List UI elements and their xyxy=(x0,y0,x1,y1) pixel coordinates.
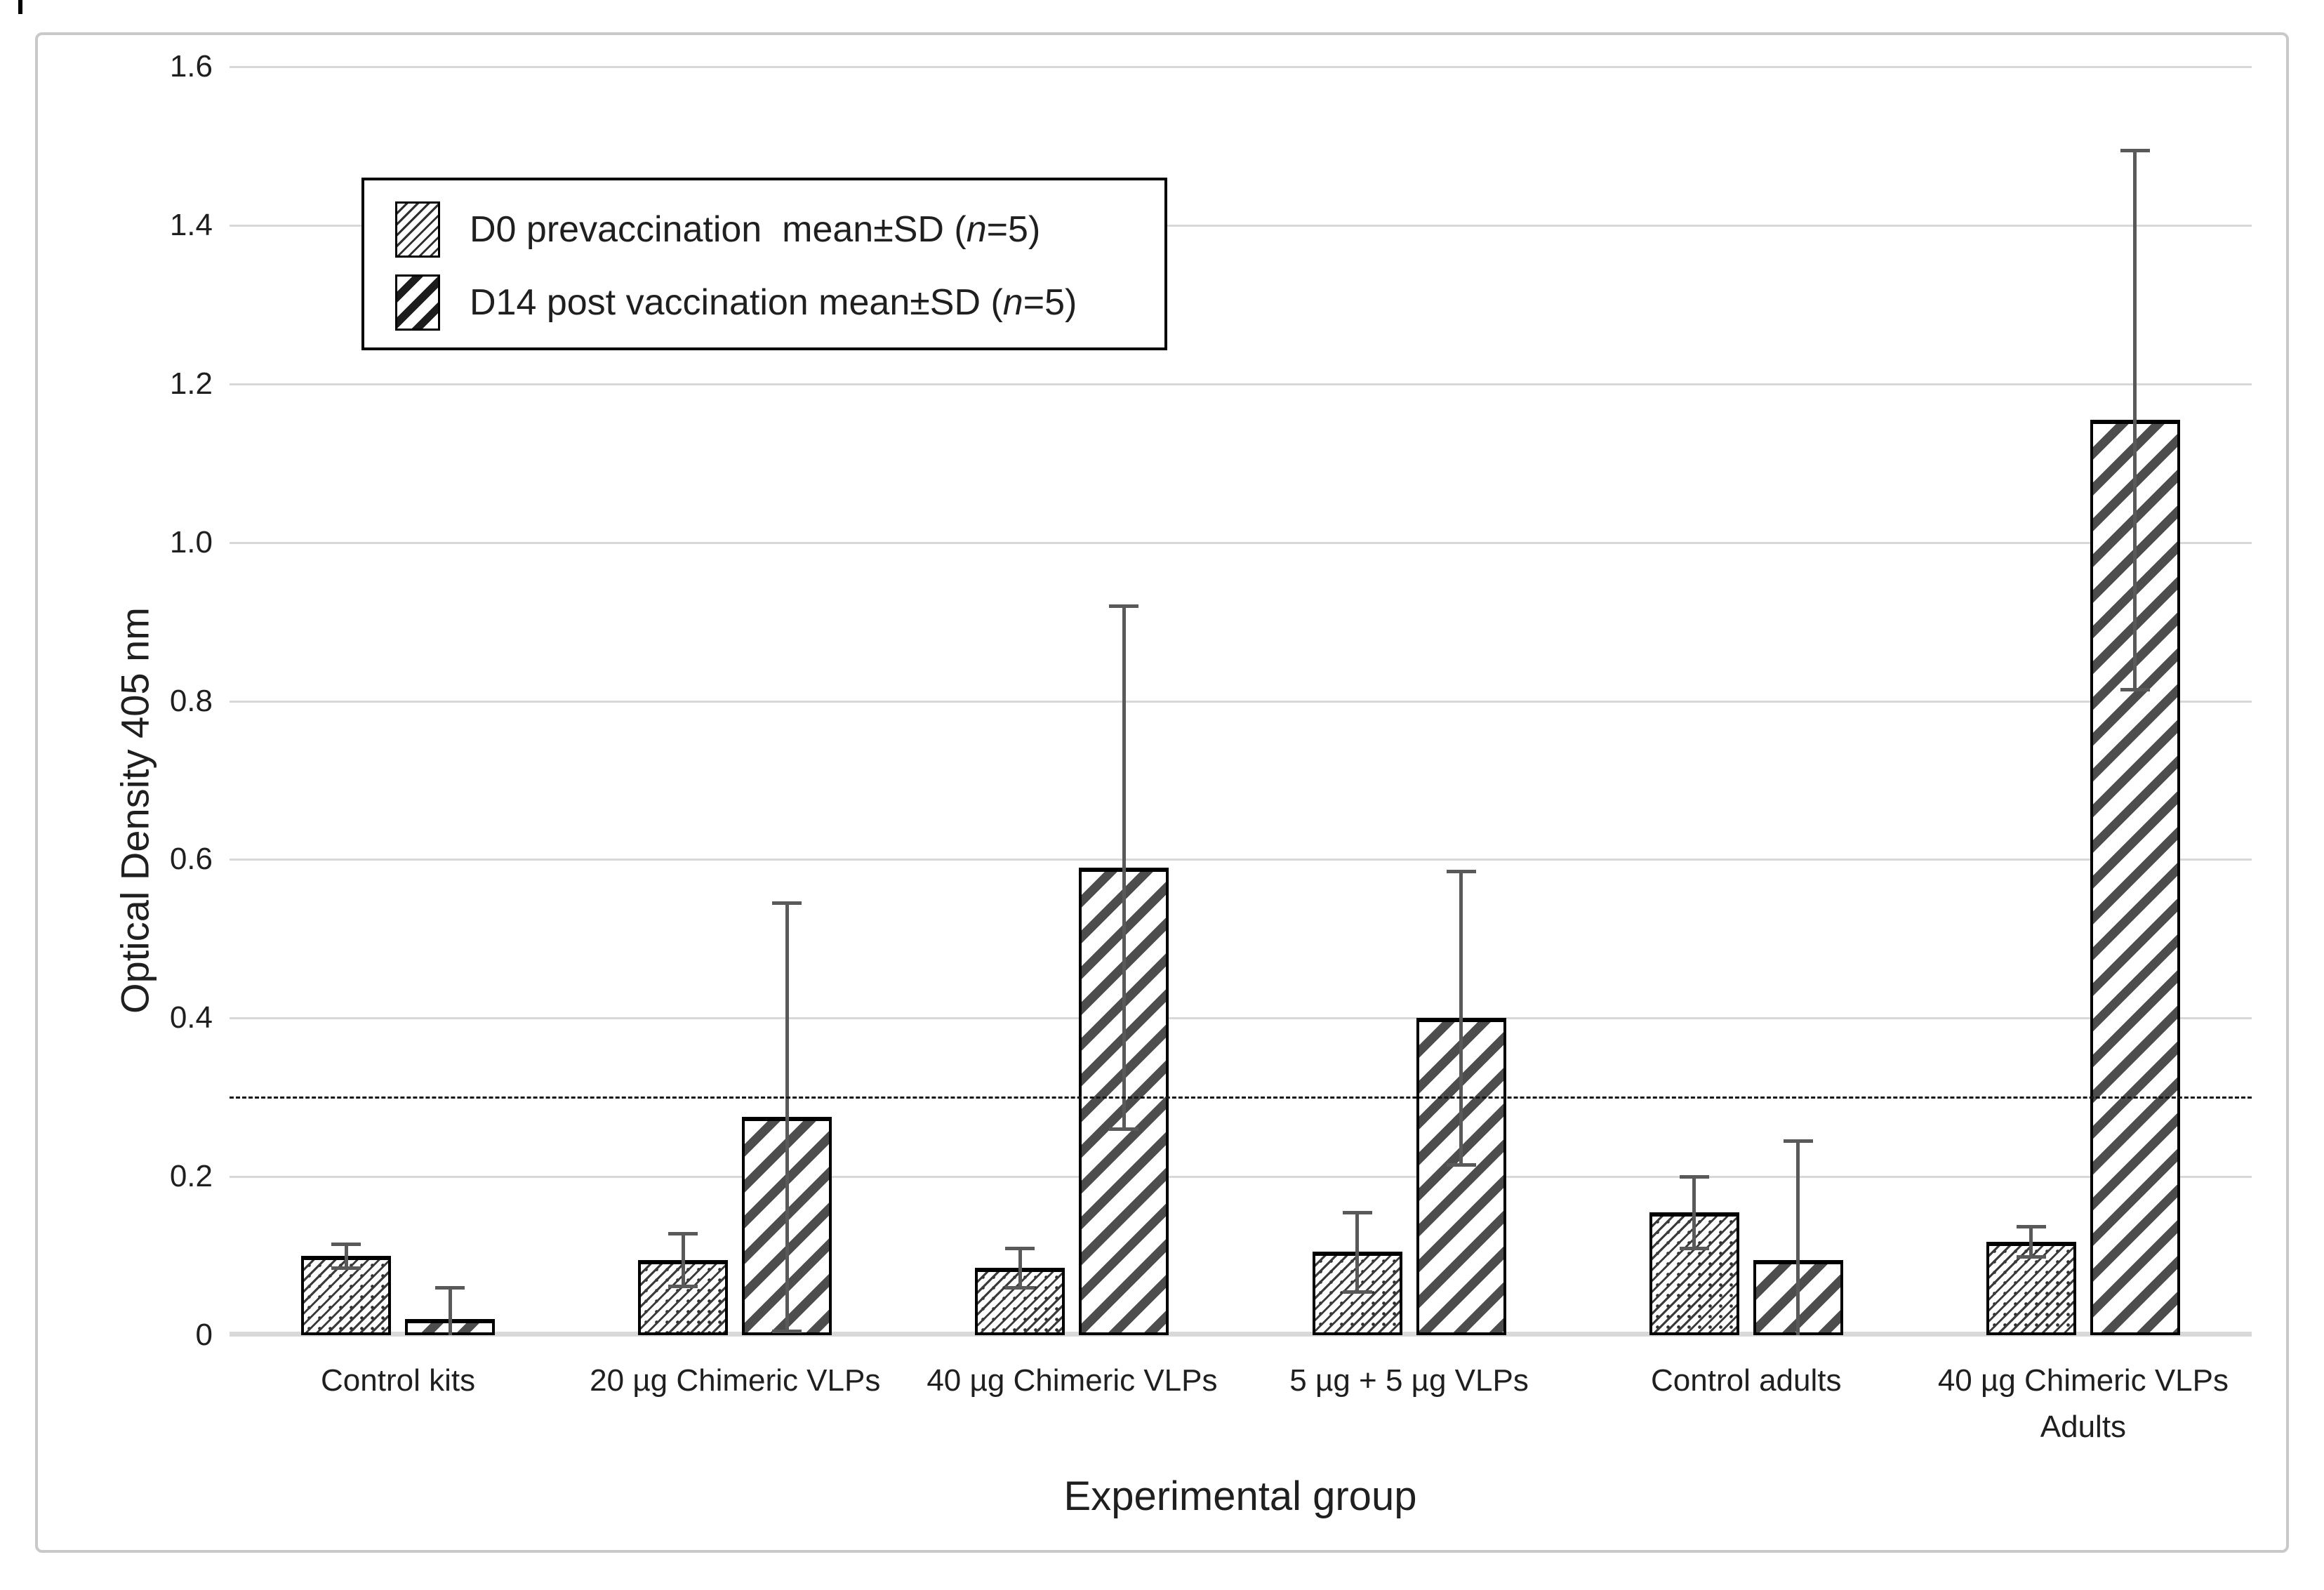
error-bar-cap xyxy=(1446,870,1476,874)
error-bar-cap xyxy=(668,1232,698,1236)
error-bar-cap xyxy=(772,901,802,906)
gridline-0.2 xyxy=(230,1176,2252,1179)
legend-d14-suffix: =5) xyxy=(1023,282,1077,323)
legend-box: D0 prevaccination mean±SD (n=5) D14 post… xyxy=(361,178,1167,350)
error-bar-line xyxy=(1796,1141,1800,1335)
y-tick-0.2: 0.2 xyxy=(169,1159,213,1194)
y-tick-1.0: 1.0 xyxy=(169,524,213,559)
error-bar-line xyxy=(1692,1177,1696,1248)
error-bar-cap xyxy=(2016,1225,2046,1229)
y-tick-1.6: 1.6 xyxy=(169,49,213,84)
y-tick-0.4: 0.4 xyxy=(169,1000,213,1035)
legend-d14-n: n xyxy=(1002,282,1023,323)
y-tick-1.4: 1.4 xyxy=(169,207,213,242)
x-label-40ug-chimeric-vlps-adults: 40 µg Chimeric VLPs Adults xyxy=(1937,1363,2229,1444)
error-bar-cap xyxy=(1005,1286,1035,1290)
x-axis-title: Experimental group xyxy=(1063,1473,1417,1519)
bar-d14-5ug-plus-5ug-vlps xyxy=(1416,1018,1506,1335)
y-tick-0.6: 0.6 xyxy=(169,842,213,877)
error-bar-cap xyxy=(772,1330,802,1334)
error-bar-line xyxy=(785,903,789,1332)
gridline-1.2 xyxy=(230,383,2252,385)
bar-d0-control-adults xyxy=(1649,1212,1739,1335)
x-label-control-adults: Control adults xyxy=(1651,1363,1842,1398)
error-bar-cap xyxy=(1005,1246,1035,1250)
cutoff-dashed-line xyxy=(230,1097,2252,1099)
y-tick-0.8: 0.8 xyxy=(169,683,213,718)
error-bar-cap xyxy=(435,1286,465,1290)
error-bar-cap xyxy=(1109,604,1139,608)
error-bar-cap xyxy=(331,1243,361,1247)
error-bar-line xyxy=(1355,1212,1360,1292)
legend-d0-n: n xyxy=(966,209,987,250)
d14-bold-hatch-swatch xyxy=(395,274,440,331)
error-bar-cap xyxy=(1109,1127,1139,1132)
error-bar-line xyxy=(681,1233,685,1286)
gridline-1.6 xyxy=(230,66,2252,68)
legend-d0-suffix: =5) xyxy=(986,209,1041,250)
x-axis-baseline xyxy=(230,1332,2252,1337)
error-bar-cap xyxy=(1342,1210,1372,1214)
legend-d0-text: D0 prevaccination mean±SD ( xyxy=(470,209,967,250)
y-tick-1.2: 1.2 xyxy=(169,366,213,401)
legend-d14-text: D14 post vaccination mean±SD ( xyxy=(470,282,1003,323)
legend-item-d14-label: D14 post vaccination mean±SD (n=5) xyxy=(470,281,1077,324)
scan-artifact-mark xyxy=(18,0,22,14)
error-bar-line xyxy=(1459,871,1463,1165)
error-bar-line xyxy=(448,1287,452,1335)
error-bar-cap xyxy=(1342,1290,1372,1294)
bar-d0-40ug-chimeric-vlps-adults xyxy=(1986,1241,2076,1335)
error-bar-cap xyxy=(1679,1175,1709,1179)
error-bar-line xyxy=(1122,605,1126,1129)
gridline-1.0 xyxy=(230,541,2252,544)
error-bar-cap xyxy=(668,1284,698,1288)
error-bar-line xyxy=(344,1244,348,1268)
error-bar-line xyxy=(1018,1247,1022,1288)
y-tick-0: 0 xyxy=(195,1318,213,1352)
legend-item-d14: D14 post vaccination mean±SD (n=5) xyxy=(395,273,1077,332)
error-bar-line xyxy=(2133,150,2137,689)
x-label-20ug-chimeric-vlps: 20 µg Chimeric VLPs xyxy=(590,1363,881,1398)
error-bar-line xyxy=(2029,1226,2033,1257)
error-bar-cap xyxy=(2016,1255,2046,1259)
gridline-0.8 xyxy=(230,700,2252,703)
gridline-1.4 xyxy=(230,224,2252,227)
error-bar-cap xyxy=(1679,1246,1709,1250)
error-bar-cap xyxy=(2120,687,2150,691)
gridline-0.6 xyxy=(230,859,2252,861)
legend-item-d0-label: D0 prevaccination mean±SD (n=5) xyxy=(470,208,1040,251)
legend-item-d0: D0 prevaccination mean±SD (n=5) xyxy=(395,200,1040,259)
error-bar-cap xyxy=(1446,1163,1476,1167)
gridline-0.4 xyxy=(230,1017,2252,1020)
x-label-5ug-plus-5ug-vlps: 5 µg + 5 µg VLPs xyxy=(1289,1363,1529,1398)
error-bar-cap xyxy=(1783,1139,1813,1144)
x-label-40ug-chimeric-vlps: 40 µg Chimeric VLPs xyxy=(927,1363,1218,1398)
d0-fine-hatch-swatch xyxy=(395,201,440,258)
x-label-control-kits: Control kits xyxy=(321,1363,476,1398)
error-bar-cap xyxy=(331,1266,361,1270)
error-bar-cap xyxy=(2120,148,2150,152)
